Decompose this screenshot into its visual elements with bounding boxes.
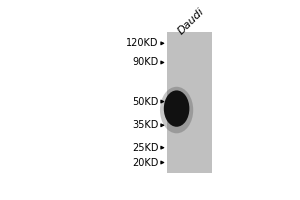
Text: 35KD: 35KD — [132, 120, 158, 130]
Text: 120KD: 120KD — [126, 38, 158, 48]
Text: Daudi: Daudi — [176, 6, 206, 36]
Ellipse shape — [164, 90, 189, 127]
Text: 20KD: 20KD — [132, 158, 158, 168]
Text: 50KD: 50KD — [132, 97, 158, 107]
Text: 25KD: 25KD — [132, 143, 158, 153]
Text: 90KD: 90KD — [132, 57, 158, 67]
Ellipse shape — [160, 87, 193, 133]
Bar — [167, 32, 212, 173]
